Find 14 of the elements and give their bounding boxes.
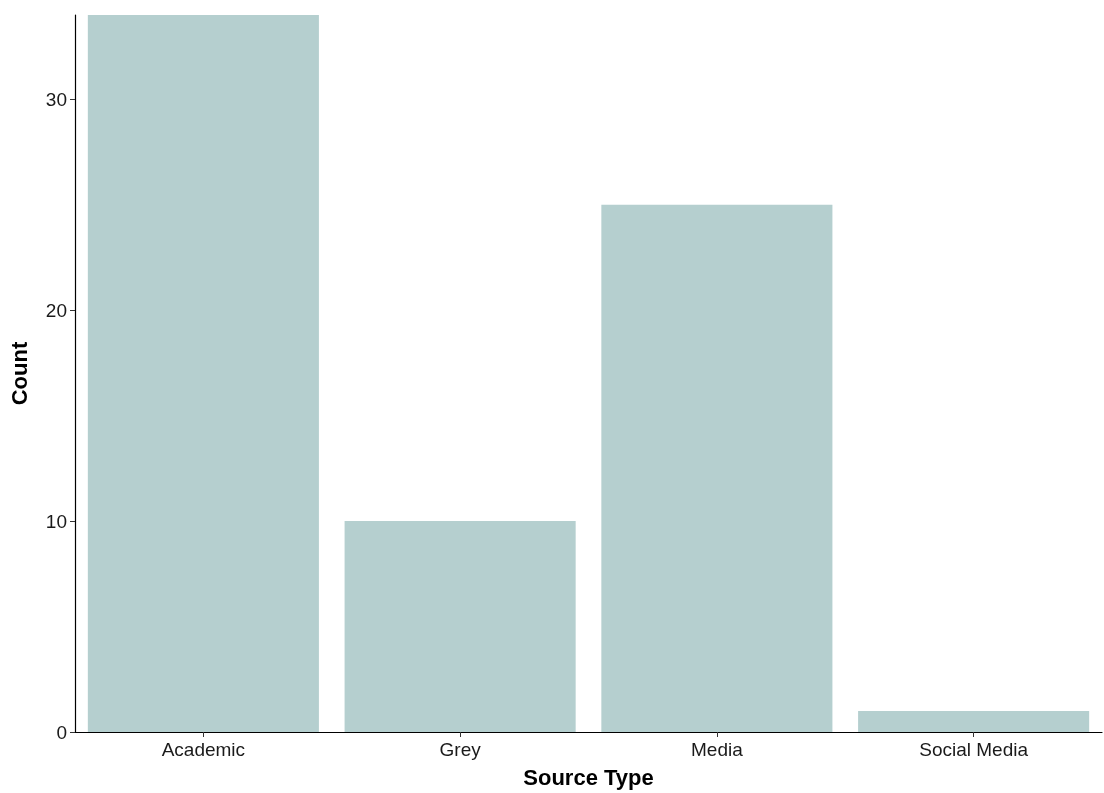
x-tick-label: Social Media <box>919 739 1029 760</box>
x-tick-label: Media <box>691 739 744 760</box>
x-tick-label: Academic <box>161 739 246 760</box>
bar <box>87 15 319 732</box>
x-tick-label: Grey <box>439 739 482 760</box>
bar <box>858 710 1090 732</box>
bar <box>344 521 576 732</box>
y-tick-label: 10 <box>45 510 67 532</box>
bar <box>601 204 833 732</box>
y-axis-title: Count <box>6 341 32 406</box>
x-axis-title: Source Type <box>523 764 654 790</box>
y-tick-label: 0 <box>56 721 67 743</box>
y-tick-label: 30 <box>45 88 67 110</box>
y-tick-label: 20 <box>45 299 67 321</box>
